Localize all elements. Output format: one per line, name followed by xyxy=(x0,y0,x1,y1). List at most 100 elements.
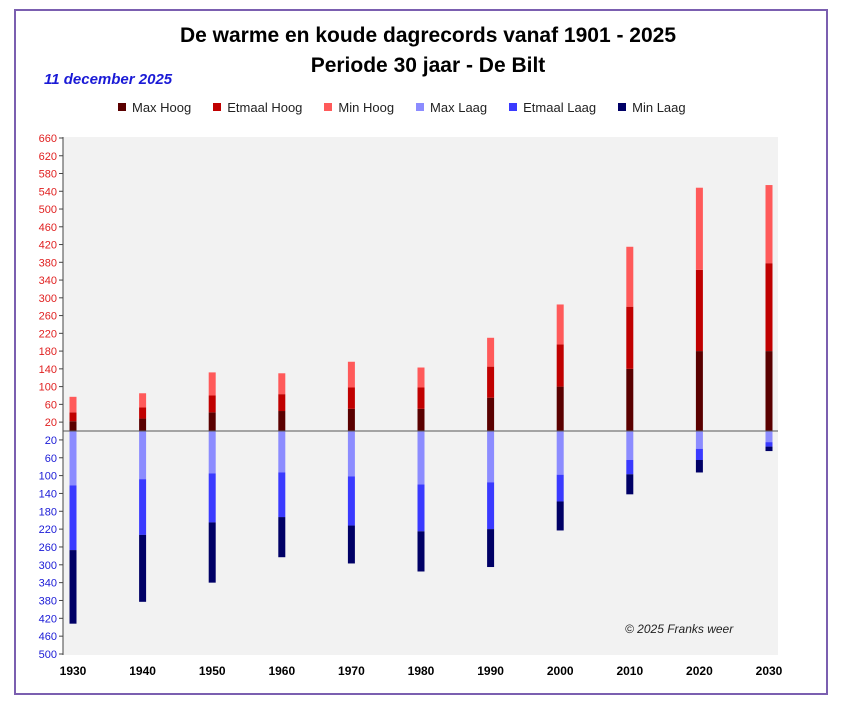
y-tick-label-low: 180 xyxy=(39,506,57,518)
legend-item-max-laag: Max Laag xyxy=(416,99,487,115)
bar-min-laag xyxy=(487,529,495,568)
x-tick-label: 2020 xyxy=(686,664,713,678)
bar-etmaal-hoog xyxy=(139,407,147,419)
bar-max-laag xyxy=(765,431,773,443)
y-tick-label-low: 20 xyxy=(45,435,57,447)
y-tick-label-low: 60 xyxy=(45,453,57,465)
bar-etmaal-hoog xyxy=(765,263,773,352)
bar-min-laag xyxy=(765,446,773,452)
x-tick-label: 1950 xyxy=(199,664,226,678)
chart-title: De warme en koude dagrecords vanaf 1901 … xyxy=(179,24,677,47)
bar-etmaal-laag xyxy=(417,484,425,532)
bar-etmaal-laag xyxy=(347,476,355,526)
bar-min-hoog xyxy=(417,367,425,388)
legend-swatch xyxy=(118,103,126,111)
bar-min-laag xyxy=(139,534,147,602)
bar-min-hoog xyxy=(347,361,355,388)
bar-etmaal-hoog xyxy=(695,269,703,352)
bar-max-hoog xyxy=(487,397,495,431)
y-tick-label-high: 220 xyxy=(39,328,57,340)
x-tick-label: 2030 xyxy=(756,664,783,678)
legend: Max Hoog Etmaal Hoog Min Hoog Max Laag E… xyxy=(118,99,708,115)
y-tick-label-low: 100 xyxy=(39,471,57,483)
bar-min-laag xyxy=(69,550,77,624)
bar-etmaal-laag xyxy=(139,479,147,535)
bar-min-hoog xyxy=(139,393,147,408)
bar-max-hoog xyxy=(139,418,147,431)
bar-min-laag xyxy=(417,531,425,572)
bar-min-hoog xyxy=(695,187,703,270)
y-tick-label-high: 60 xyxy=(45,399,57,411)
bar-min-laag xyxy=(347,525,355,564)
y-tick-label-low: 420 xyxy=(39,613,57,625)
y-tick-label-high: 300 xyxy=(39,293,57,305)
y-tick-label-high: 260 xyxy=(39,311,57,323)
legend-label: Min Laag xyxy=(632,99,686,115)
bar-etmaal-laag xyxy=(626,459,634,475)
bar-max-hoog xyxy=(765,351,773,431)
y-tick-label-high: 140 xyxy=(39,364,57,376)
x-tick-label: 1940 xyxy=(129,664,156,678)
legend-swatch xyxy=(618,103,627,111)
bar-etmaal-hoog xyxy=(347,387,355,409)
bar-min-hoog xyxy=(765,185,773,264)
bar-max-laag xyxy=(69,431,77,486)
bar-min-laag xyxy=(695,459,703,473)
x-tick-label: 1970 xyxy=(338,664,365,678)
y-tick-label-low: 500 xyxy=(39,649,57,661)
copyright-note: © 2025 Franks weer xyxy=(625,622,734,636)
bar-min-hoog xyxy=(556,304,564,345)
bar-etmaal-hoog xyxy=(626,306,634,369)
y-tick-label-high: 540 xyxy=(39,186,57,198)
legend-label: Min Hoog xyxy=(338,99,395,115)
bar-min-hoog xyxy=(626,246,634,307)
bar-max-hoog xyxy=(695,351,703,431)
bar-min-hoog xyxy=(487,337,495,367)
y-tick-label-low: 260 xyxy=(39,542,57,554)
bar-max-laag xyxy=(487,431,495,483)
bar-etmaal-laag xyxy=(487,482,495,530)
y-tick-label-low: 140 xyxy=(39,488,57,500)
bar-max-hoog xyxy=(278,411,286,431)
legend-swatch xyxy=(213,103,222,111)
legend-label: Max Laag xyxy=(430,99,488,115)
bar-etmaal-laag xyxy=(278,472,286,518)
y-tick-label-low: 460 xyxy=(39,631,57,643)
bar-max-laag xyxy=(417,431,425,485)
bar-etmaal-laag xyxy=(69,485,77,551)
x-tick-label: 2000 xyxy=(547,664,574,678)
x-tick-label: 1930 xyxy=(60,664,87,678)
bar-min-laag xyxy=(556,501,564,531)
chart-subtitle: Periode 30 jaar - De Bilt xyxy=(310,54,546,77)
x-tick-label: 1990 xyxy=(477,664,504,678)
y-tick-label-low: 220 xyxy=(39,524,57,536)
bar-max-laag xyxy=(208,431,216,474)
bar-max-hoog xyxy=(417,408,425,431)
y-tick-label-high: 660 xyxy=(39,133,57,145)
y-tick-label-high: 500 xyxy=(39,204,57,216)
bar-etmaal-laag xyxy=(765,442,773,447)
legend-swatch xyxy=(509,103,518,111)
bar-etmaal-hoog xyxy=(69,412,77,422)
bar-max-laag xyxy=(139,431,147,480)
bar-etmaal-laag xyxy=(556,474,564,502)
x-tick-label: 2010 xyxy=(616,664,643,678)
bar-min-hoog xyxy=(278,373,286,395)
y-tick-label-high: 20 xyxy=(45,417,57,429)
y-tick-label-low: 340 xyxy=(39,578,57,590)
legend-item-max-hoog: Max Hoog xyxy=(118,99,191,115)
y-tick-label-high: 180 xyxy=(39,346,57,358)
y-tick-label-high: 100 xyxy=(39,382,57,394)
bar-max-hoog xyxy=(626,368,634,431)
y-tick-label-high: 420 xyxy=(39,240,57,252)
bar-max-laag xyxy=(626,431,634,460)
bar-min-laag xyxy=(208,522,216,583)
bar-min-laag xyxy=(626,474,634,495)
bar-min-laag xyxy=(278,517,286,558)
legend-item-min-hoog: Min Hoog xyxy=(324,99,394,115)
bar-min-hoog xyxy=(69,396,77,413)
legend-item-etmaal-hoog: Etmaal Hoog xyxy=(213,99,302,115)
bar-etmaal-hoog xyxy=(208,395,216,413)
legend-swatch xyxy=(324,103,333,111)
